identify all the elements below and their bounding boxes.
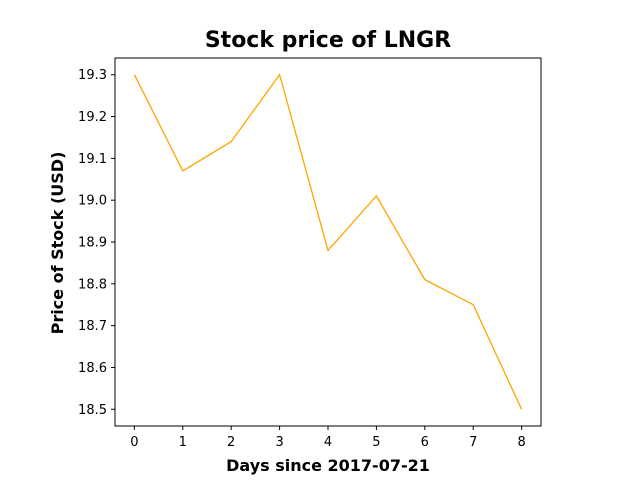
y-tick-label: 19.3	[78, 68, 107, 83]
y-axis-label: Price of Stock (USD)	[48, 152, 67, 335]
y-tick-label: 19.2	[78, 110, 107, 125]
y-tick-label: 19.1	[78, 152, 107, 167]
x-tick-label: 4	[324, 435, 332, 450]
x-tick-label: 6	[421, 435, 429, 450]
x-tick-label: 1	[179, 435, 187, 450]
x-tick-label: 2	[227, 435, 235, 450]
series-line	[133, 73, 523, 410]
x-tick-label: 8	[517, 435, 525, 450]
y-axis: 18.5 18.6 18.7 18.8 18.9 19.0 19.1 19.2 19.3	[78, 68, 115, 418]
plot-frame	[114, 57, 542, 427]
x-tick-label: 5	[372, 435, 380, 450]
y-tick-label: 18.8	[78, 277, 107, 292]
y-tick-label: 18.9	[78, 236, 107, 251]
x-tick-label: 7	[469, 435, 477, 450]
x-axis: 0 1 2 3 4 5 6 7 8	[130, 426, 526, 450]
y-tick-label: 18.6	[78, 361, 107, 376]
y-tick-label: 18.5	[78, 403, 107, 418]
x-axis-label: Days since 2017-07-21	[226, 456, 430, 475]
x-tick-label: 0	[130, 435, 138, 450]
y-tick-label: 19.0	[78, 194, 107, 209]
chart-title: Stock price of LNGR	[205, 28, 451, 53]
x-tick-label: 3	[275, 435, 283, 450]
y-tick-label: 18.7	[78, 319, 107, 334]
